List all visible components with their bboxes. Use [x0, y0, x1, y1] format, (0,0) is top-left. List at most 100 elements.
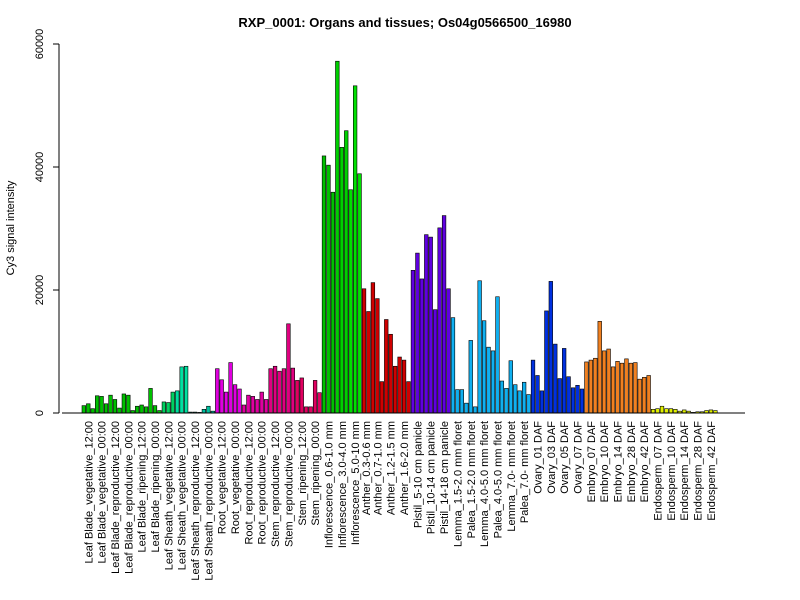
bar — [326, 164, 331, 414]
bar — [566, 376, 571, 414]
x-tick-label: Embryo_07 DAF — [586, 421, 598, 503]
bar — [348, 189, 353, 414]
bar — [584, 361, 589, 414]
bar — [606, 348, 611, 414]
bar — [481, 320, 487, 414]
bar — [437, 227, 442, 414]
bar — [468, 340, 473, 414]
bar — [397, 356, 402, 414]
bar — [602, 350, 607, 414]
bar — [610, 366, 616, 414]
bars — [81, 60, 718, 414]
x-tick-label: Leaf Blade_ripening_00:00 — [150, 421, 162, 553]
bar — [544, 310, 549, 414]
bar — [277, 370, 282, 414]
x-tick-label: Root_vegetative_00:00 — [230, 421, 242, 534]
bar — [135, 405, 140, 414]
bar — [415, 252, 420, 414]
bar — [553, 343, 558, 414]
x-tick-label: Pistil_5-10 cm panicle — [412, 421, 424, 528]
bar — [619, 362, 625, 414]
bar — [201, 409, 207, 414]
bar — [312, 380, 318, 414]
x-tick-label: Embryo_28 DAF — [626, 421, 638, 503]
bar — [624, 358, 629, 414]
bar — [562, 348, 567, 414]
bar — [215, 368, 220, 414]
bar — [424, 234, 429, 414]
bar — [117, 407, 122, 414]
x-tick-label: Inflorescence_0.6-1.0 mm — [323, 421, 335, 548]
bar — [401, 359, 407, 414]
bar — [375, 298, 380, 414]
bar — [477, 280, 482, 414]
bar — [304, 406, 309, 414]
x-tick-label: Leaf Blade_ripening_12:00 — [137, 421, 149, 553]
x-tick-label: Root_vegetative_12:00 — [217, 421, 229, 534]
x-tick-label: Ovary_03 DAF — [546, 421, 558, 494]
bar — [232, 384, 238, 414]
x-tick-label: Pistil_14-18 cm panicle — [439, 421, 451, 534]
bar — [295, 380, 300, 414]
bar — [152, 405, 158, 414]
x-tick-label: Pistil_10-14 cm panicle — [426, 421, 438, 534]
bar — [259, 391, 264, 414]
x-tick-label: Anther_1.6-2.0 mm — [399, 421, 411, 515]
bar — [441, 215, 447, 414]
y-axis-label: Cy3 signal intensity — [5, 180, 17, 275]
bar — [103, 403, 109, 414]
bar — [539, 390, 545, 414]
bar — [308, 406, 313, 414]
bar — [183, 365, 189, 414]
bar — [281, 368, 287, 414]
x-axis-labels: Leaf Blade_vegetative_12:00 Leaf Blade_ve… — [83, 421, 718, 581]
bar — [286, 323, 291, 414]
bar — [241, 404, 247, 414]
bar — [673, 409, 678, 414]
bar — [526, 394, 531, 414]
bar — [459, 389, 464, 414]
x-tick-label: Leaf Blade_vegetative_00:00 — [97, 421, 109, 564]
bar — [499, 380, 505, 414]
x-tick-label: Leaf Sheath_vegetative_12:00 — [163, 421, 175, 570]
bar — [112, 399, 118, 414]
bar — [384, 319, 389, 414]
x-tick-label: Embryo_42 DAF — [639, 421, 651, 503]
x-tick-label: Inflorescence_3.0-4.0 mm — [337, 421, 349, 548]
x-tick-label: Leaf Blade_reproductive_12:00 — [110, 421, 122, 574]
bar — [357, 173, 362, 414]
x-tick-label: Lemma_7.0- mm floret — [506, 421, 518, 532]
bar — [335, 60, 340, 414]
bar — [81, 405, 86, 414]
bar — [486, 346, 491, 414]
bar — [246, 394, 251, 414]
x-tick-label: Stem_ripening_00:00 — [310, 421, 322, 526]
bar — [570, 387, 576, 414]
bar — [228, 362, 233, 414]
bar — [250, 396, 255, 414]
bar — [646, 375, 651, 414]
bar — [575, 385, 580, 414]
bar — [317, 392, 322, 414]
bar — [99, 396, 104, 414]
x-tick-label: Stem_reproductive_12:00 — [270, 421, 282, 547]
bar — [490, 350, 496, 414]
bar — [139, 404, 144, 414]
bar — [633, 362, 638, 414]
bar — [126, 394, 131, 414]
bar — [455, 389, 460, 414]
bar — [148, 388, 153, 414]
bar — [530, 359, 536, 414]
y-tick-label: 0 — [34, 410, 46, 416]
x-tick-label: Embryo_10 DAF — [599, 421, 611, 503]
bar — [659, 405, 665, 414]
y-tick-label: 20000 — [34, 275, 46, 306]
bar — [108, 394, 113, 414]
bar — [637, 378, 642, 414]
bar — [522, 381, 527, 414]
bar — [352, 85, 358, 414]
bar — [361, 288, 367, 414]
x-tick-label: Endosperm_10 DAF — [666, 421, 678, 521]
y-axis: 0 20000 40000 60000 — [34, 29, 60, 416]
bar — [579, 388, 585, 414]
